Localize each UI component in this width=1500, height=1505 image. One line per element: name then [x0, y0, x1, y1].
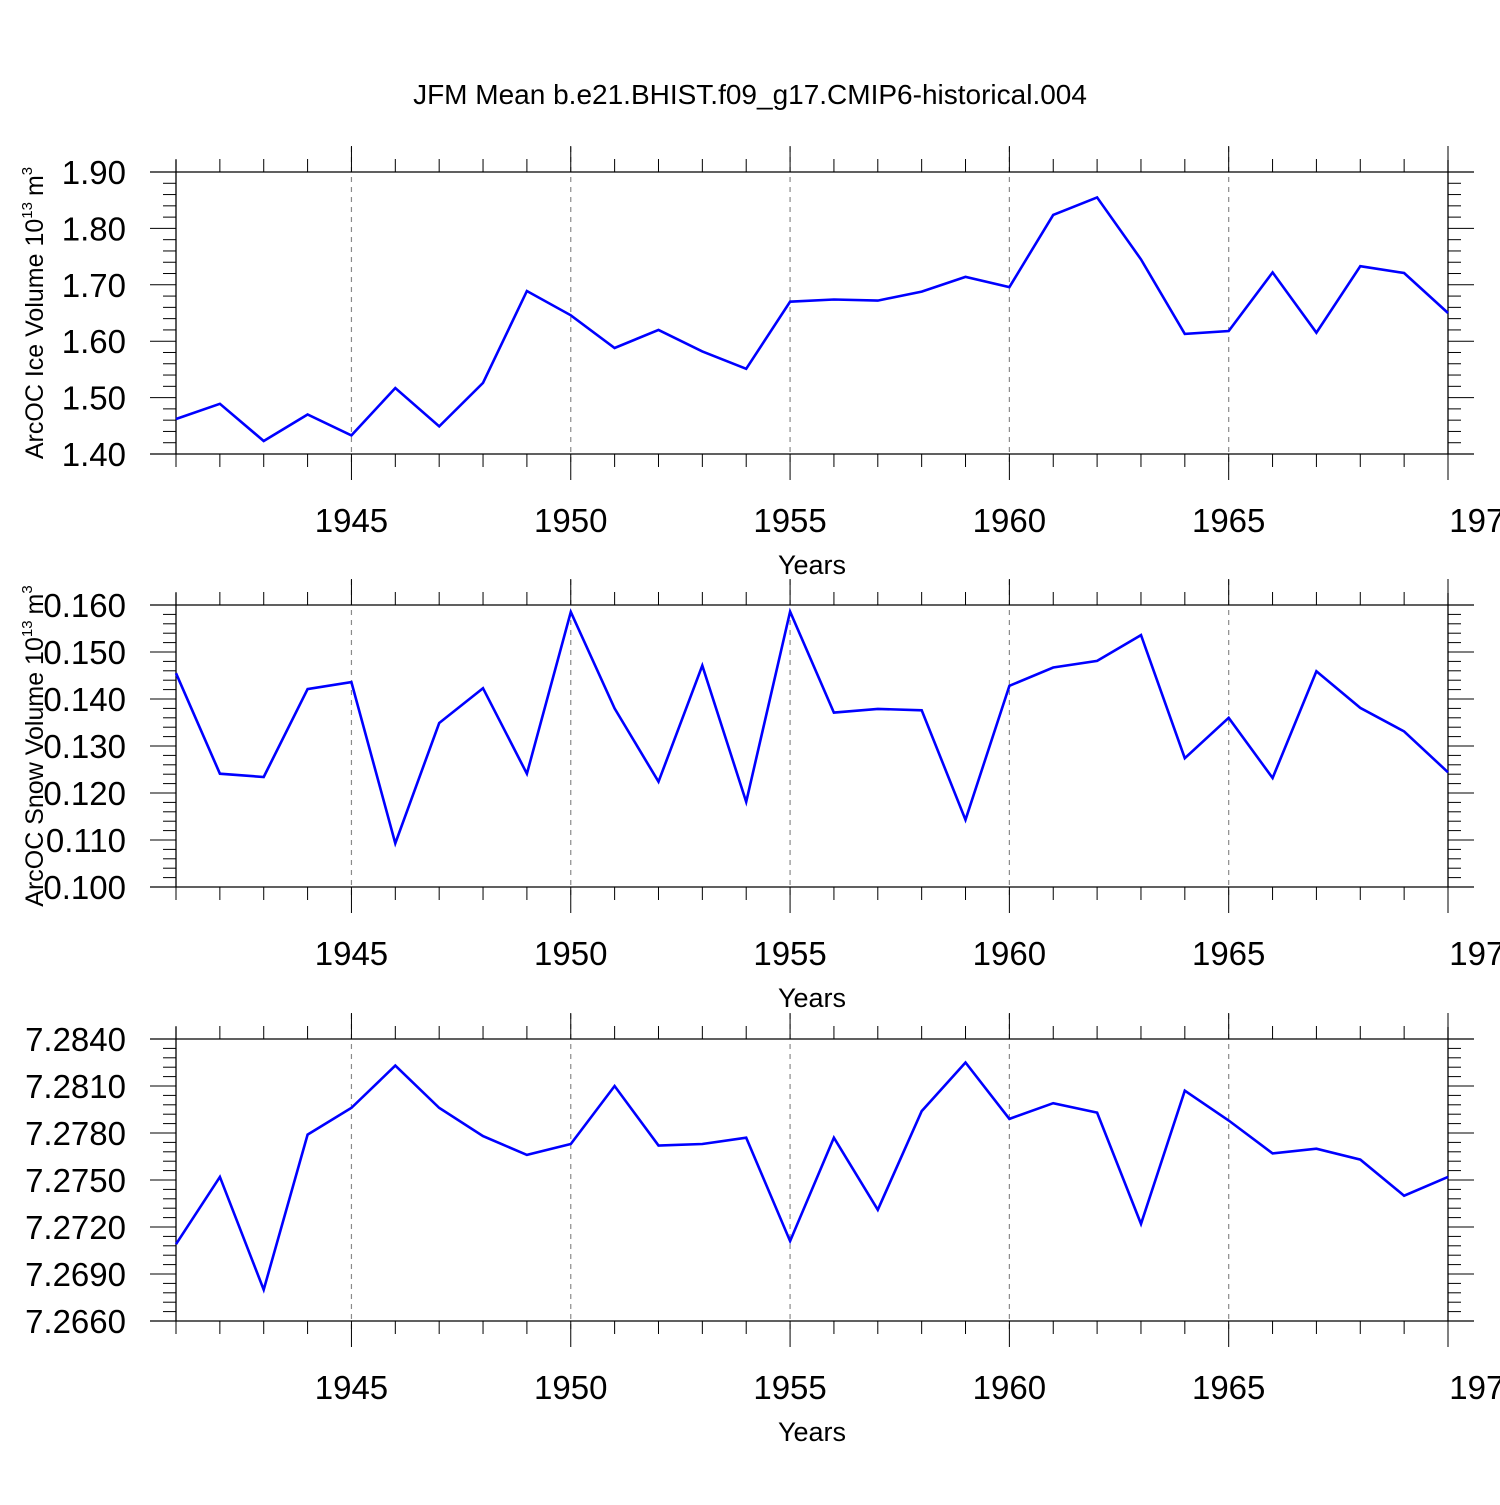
- x-tick-label: 1970: [1449, 502, 1500, 539]
- y-axis-label-exponent: 13: [19, 202, 36, 219]
- y-tick-label: 1.90: [62, 154, 126, 191]
- x-tick-label: 1960: [973, 935, 1046, 972]
- y-tick-label: 0.110: [46, 822, 126, 859]
- x-tick-label: 1960: [973, 1369, 1046, 1406]
- x-axis-label: Years: [778, 550, 846, 580]
- figure-title: JFM Mean b.e21.BHIST.f09_g17.CMIP6-histo…: [413, 79, 1087, 110]
- x-axis-label: Years: [778, 983, 846, 1013]
- y-tick-label: 7.2720: [25, 1209, 126, 1246]
- x-tick-label: 1965: [1192, 1369, 1265, 1406]
- y-tick-label: 7.2840: [25, 1021, 126, 1058]
- x-tick-label: 1970: [1449, 1369, 1500, 1406]
- panels: 1.40 1.50 1.60 1.70 1.80 1.90 1945 1950 1955 1960…: [19, 146, 1500, 1447]
- y-axis-label-text: ArcOC Snow Volume 10: [21, 637, 49, 907]
- x-axis-label: Years: [778, 1417, 846, 1447]
- y-axis-label: ArcOC Ice Volume 1013 m3: [19, 167, 49, 459]
- y-tick-label: 0.100: [43, 869, 126, 906]
- x-tick-label: 1970: [1449, 935, 1500, 972]
- x-tick-label: 1965: [1192, 502, 1265, 539]
- y-axis-label: ArcOC Snow Volume 1013 m3: [19, 585, 49, 906]
- panel-2: 0.100 0.110 0.120 0.130 0.140 0.150 0.160 1945 1…: [19, 579, 1500, 1013]
- series-line: [175, 195, 1449, 443]
- x-tick-label: 1945: [315, 935, 388, 972]
- y-axis-label-text: ArcOC Ice Volume 10: [21, 219, 49, 459]
- x-tick-label: 1950: [534, 502, 607, 539]
- x-tick-label: 1955: [753, 1369, 826, 1406]
- y-axis-label-unit: m: [21, 175, 49, 196]
- y-tick-label: 7.2690: [25, 1256, 126, 1293]
- y-tick-label: 1.50: [62, 380, 126, 417]
- y-tick-label: 0.160: [43, 587, 126, 624]
- y-axis-label-unit-exponent: 3: [19, 167, 36, 175]
- y-tick-label: 0.150: [43, 634, 126, 671]
- y-tick-label: 1.80: [62, 210, 126, 247]
- y-tick-label: 0.130: [43, 728, 126, 765]
- y-tick-label: 0.140: [43, 681, 126, 718]
- x-tick-label: 1945: [315, 1369, 388, 1406]
- x-tick-label: 1950: [534, 1369, 607, 1406]
- y-tick-label: 1.60: [62, 323, 126, 360]
- y-axis-label-exponent: 13: [19, 620, 36, 637]
- y-tick-label: 7.2780: [25, 1115, 126, 1152]
- x-tick-label: 1965: [1192, 935, 1265, 972]
- x-tick-label: 1955: [753, 935, 826, 972]
- y-axis-label-unit-exponent: 3: [19, 585, 36, 593]
- x-tick-label: 1955: [753, 502, 826, 539]
- y-tick-label: 1.40: [62, 436, 126, 473]
- x-tick-label: 1945: [315, 502, 388, 539]
- panel-3: 7.2660 7.2690 7.2720 7.2750 7.2780 7.2810 7.28…: [25, 1013, 1500, 1447]
- y-tick-label: 7.2660: [25, 1303, 126, 1340]
- series-line: [174, 607, 1449, 848]
- y-tick-label: 7.2810: [25, 1068, 126, 1105]
- series-line: [174, 1060, 1449, 1294]
- x-tick-label: 1960: [973, 502, 1046, 539]
- y-tick-label: 7.2750: [25, 1162, 126, 1199]
- x-tick-label: 1950: [534, 935, 607, 972]
- panel-1: 1.40 1.50 1.60 1.70 1.80 1.90 1945 1950 1955 1960…: [19, 146, 1500, 580]
- y-tick-label: 1.70: [62, 267, 126, 304]
- y-tick-label: 0.120: [43, 775, 126, 812]
- y-axis-label-unit: m: [21, 594, 49, 615]
